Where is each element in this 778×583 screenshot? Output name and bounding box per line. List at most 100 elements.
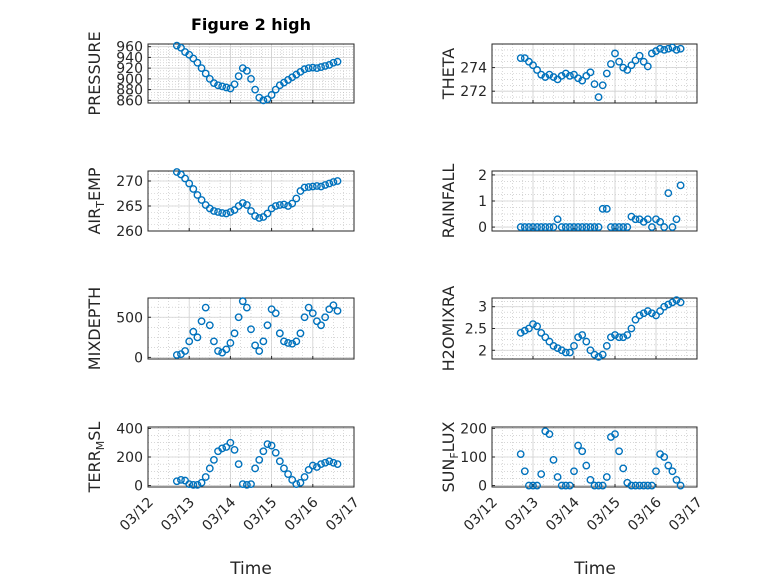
data-point: [230, 206, 239, 214]
data-point: [197, 478, 206, 487]
data-point: [566, 71, 574, 80]
data-point: [566, 348, 574, 357]
data-point: [598, 481, 607, 490]
y-tick-label: 272: [460, 84, 487, 100]
data-point: [304, 64, 313, 73]
data-point: [561, 223, 570, 231]
y-axis-label: RAINFALL: [439, 164, 458, 239]
data-point: [177, 170, 185, 179]
data-point: [631, 56, 640, 65]
data-point: [660, 302, 669, 311]
data-point: [284, 339, 292, 347]
data-point: [520, 54, 529, 63]
data-point: [590, 80, 599, 89]
data-point: [263, 440, 272, 449]
data-point: [598, 350, 607, 359]
data-point: [333, 460, 342, 469]
data-point: [652, 47, 660, 55]
data-point: [201, 69, 210, 78]
data-point: [263, 95, 272, 104]
data-point: [317, 182, 325, 191]
data-point: [275, 457, 284, 466]
data-point: [594, 481, 603, 490]
data-point: [561, 348, 570, 357]
data-point: [557, 481, 566, 490]
data-point: [635, 51, 644, 60]
data-point: [313, 317, 321, 326]
y-tick-label: 0: [134, 350, 143, 366]
y-tick-label: 270: [116, 174, 143, 190]
data-point: [238, 480, 247, 489]
data-point: [292, 480, 301, 489]
data-point: [594, 93, 603, 102]
data-point: [271, 309, 280, 318]
data-point: [574, 223, 582, 231]
y-tick-label: 2: [478, 343, 487, 359]
data-point: [529, 481, 537, 490]
data-point: [582, 461, 591, 470]
y-tick-label: 880: [116, 83, 143, 99]
data-point: [205, 464, 214, 473]
data-point: [300, 313, 309, 322]
data-point: [321, 313, 330, 322]
data-point: [635, 481, 644, 490]
data-point: [590, 223, 599, 231]
data-point: [263, 321, 272, 330]
y-tick-label: 3: [478, 300, 487, 316]
data-point: [545, 430, 554, 439]
data-point: [242, 66, 251, 75]
x-tick-label: 03/13: [502, 495, 542, 535]
data-point: [578, 223, 587, 231]
data-point: [181, 476, 189, 485]
data-point: [672, 46, 681, 54]
data-point: [263, 209, 272, 218]
y-tick-label: 100: [460, 450, 487, 466]
data-point: [623, 331, 632, 339]
data-point: [218, 82, 227, 91]
data-point: [602, 204, 611, 213]
data-point: [267, 91, 276, 99]
data-point: [590, 481, 599, 490]
data-point: [242, 303, 251, 312]
data-point: [541, 333, 550, 342]
data-point: [582, 337, 591, 346]
data-point: [656, 217, 664, 226]
x-tick-label: 03/14: [543, 494, 583, 534]
y-tick-label: 920: [116, 61, 143, 77]
data-point: [177, 43, 185, 52]
data-point: [189, 185, 198, 193]
y-tick-label: 200: [460, 421, 487, 437]
data-point: [193, 191, 202, 199]
data-point: [627, 481, 636, 490]
data-point: [296, 329, 305, 338]
y-tick-label: 960: [116, 40, 143, 56]
data-point: [664, 300, 673, 309]
x-tick-label: 03/16: [282, 494, 322, 534]
data-point: [578, 331, 587, 339]
data-point: [656, 307, 664, 315]
data-point: [648, 49, 656, 58]
x-tick-label: 03/17: [666, 495, 706, 535]
data-point: [557, 346, 566, 355]
subplot-terr: 0 200 400 03/12 03/13 03/14 03/15 03/16 03/17 TER…: [85, 421, 363, 534]
data-point: [185, 179, 194, 188]
data-point: [259, 447, 268, 456]
data-point: [271, 448, 280, 457]
data-point: [308, 63, 317, 72]
y-tick-label: 274: [460, 61, 487, 77]
data-point: [275, 201, 284, 209]
data-point: [639, 309, 648, 318]
x-tick-label: 03/13: [158, 495, 198, 535]
data-point: [230, 445, 239, 454]
data-point: [234, 313, 243, 322]
data-point: [549, 455, 558, 464]
data-point: [230, 80, 239, 89]
data-point: [247, 480, 255, 489]
data-point: [210, 337, 218, 346]
data-point: [533, 481, 541, 490]
data-point: [574, 333, 582, 342]
data-point: [259, 96, 268, 105]
